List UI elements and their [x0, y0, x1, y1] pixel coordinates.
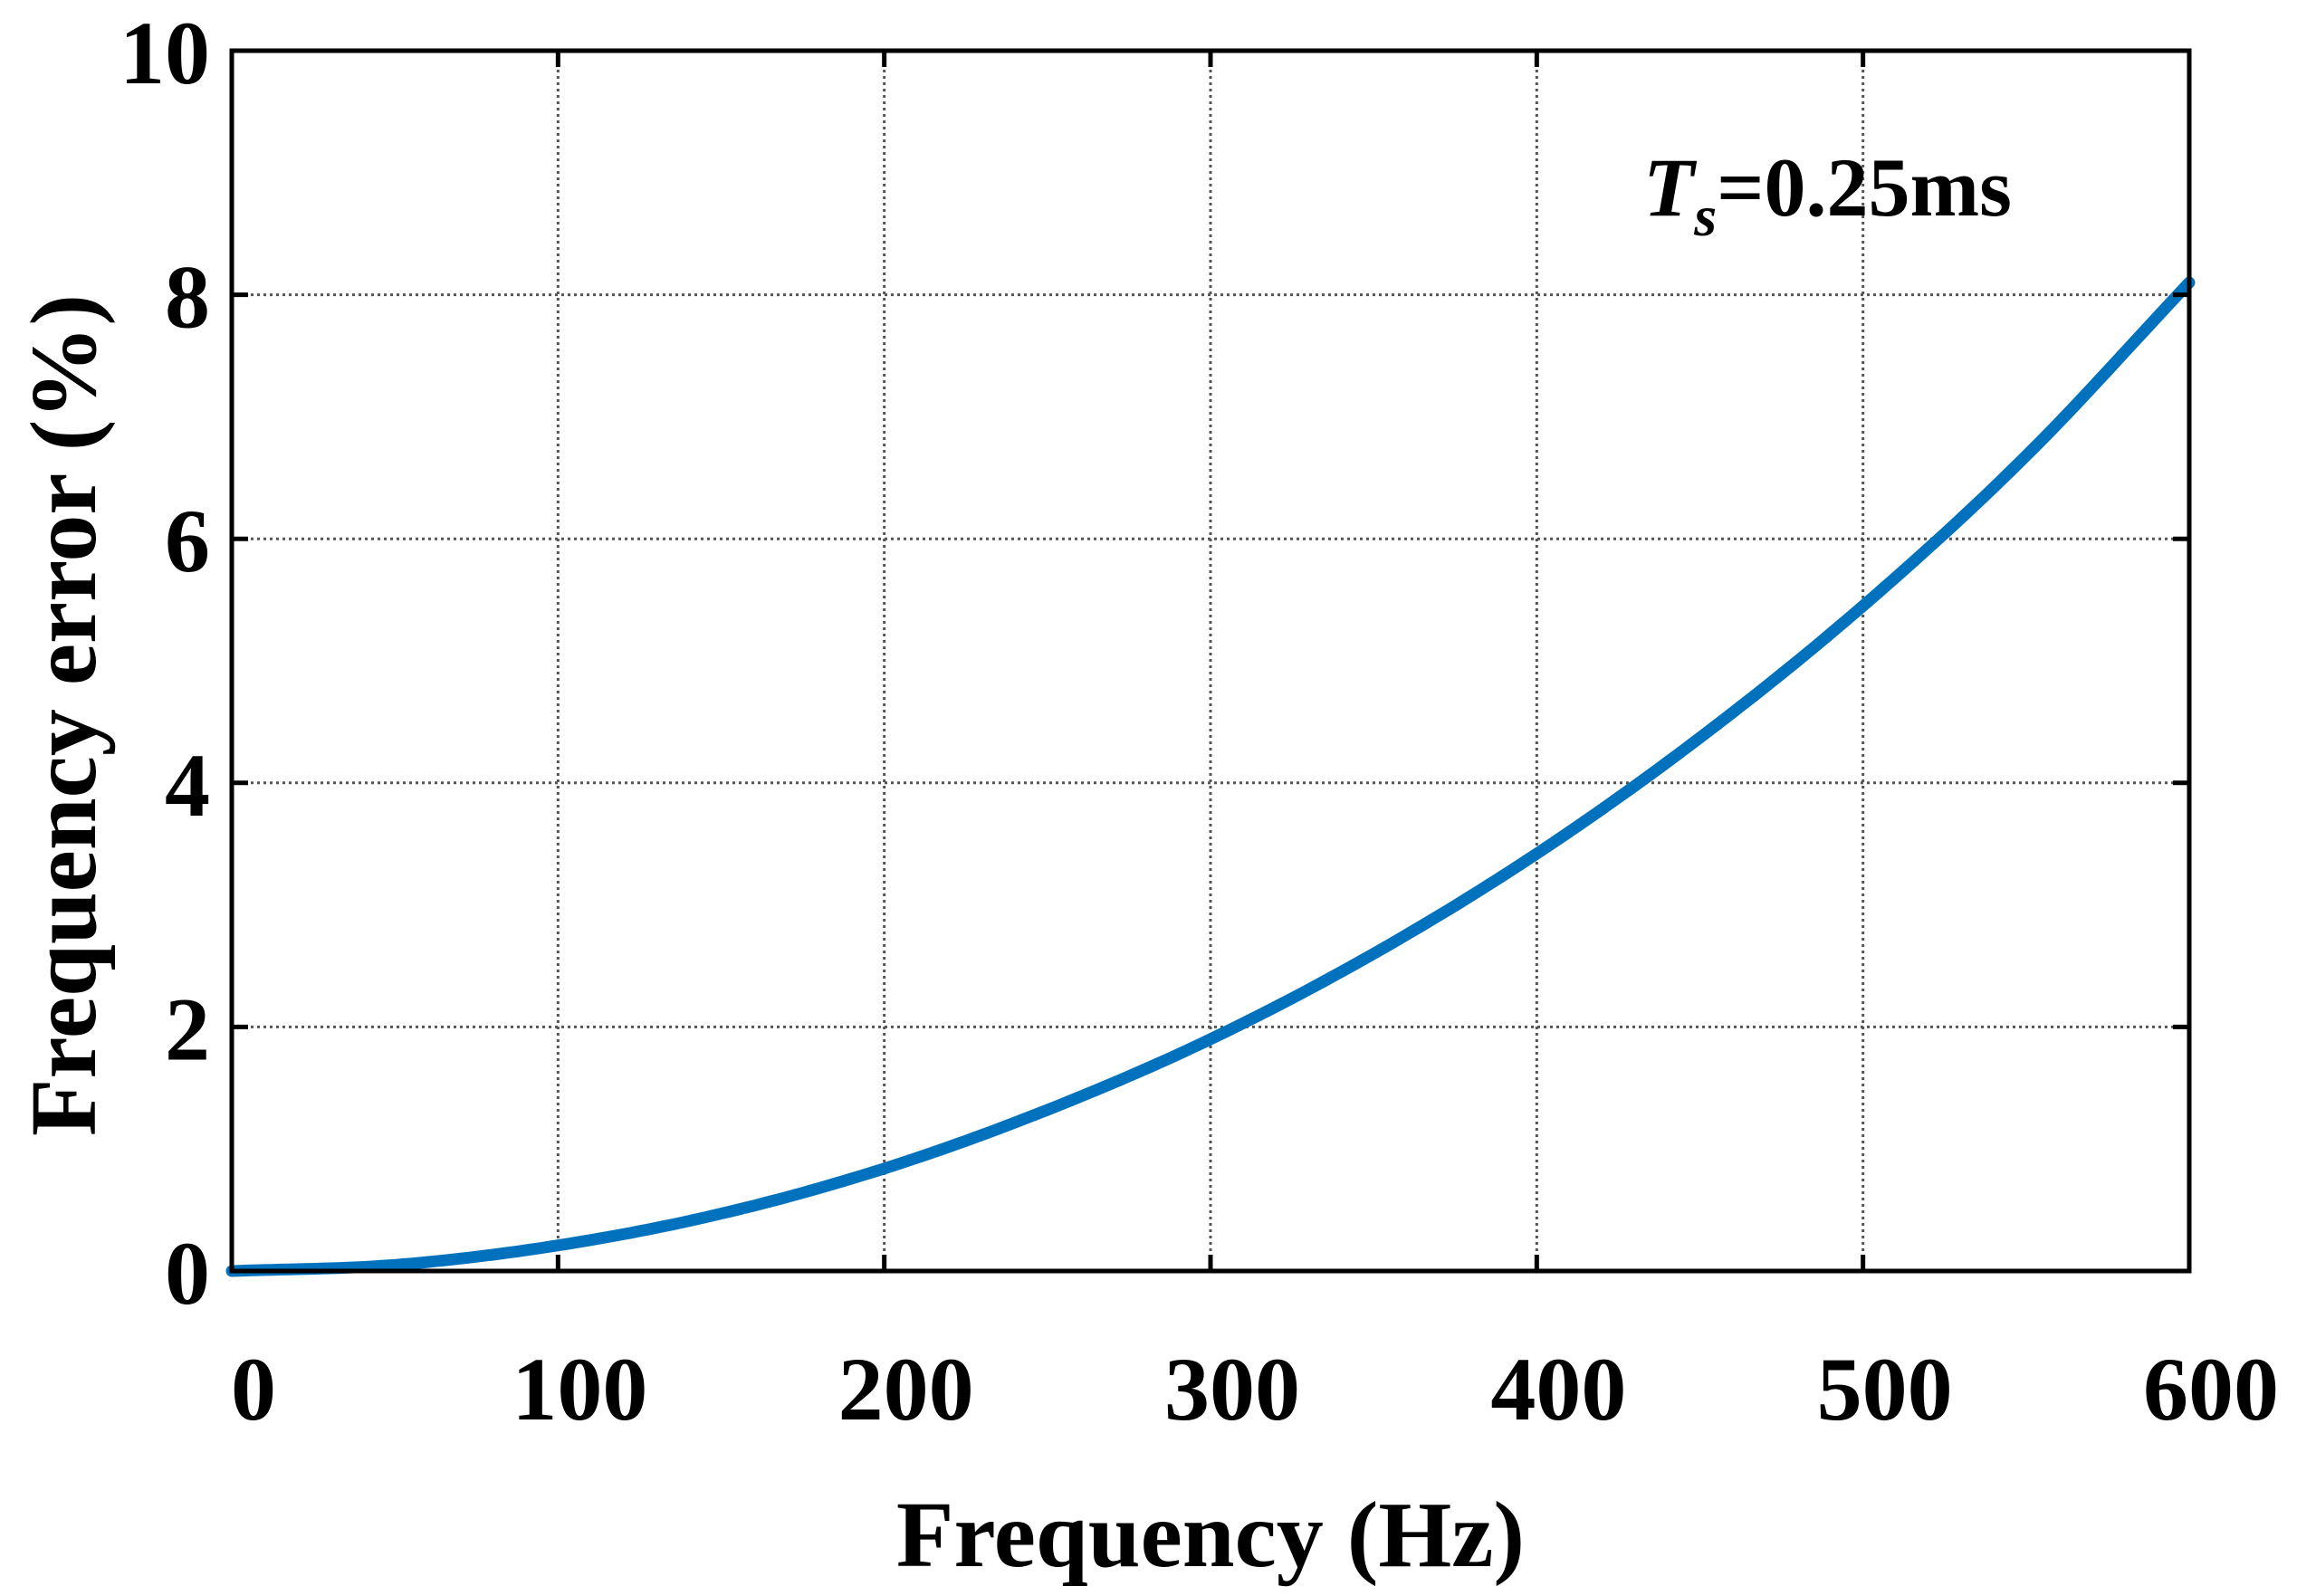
x-tick-label: 100	[512, 1339, 647, 1439]
tick-labels: 0 100 200 300 400 500 600 0 2 4 6 8 10	[120, 3, 2279, 1439]
y-tick-label: 6	[165, 491, 210, 591]
y-tick-label: 8	[165, 247, 210, 348]
x-tick-label: 0	[231, 1339, 276, 1439]
sampling-time-annotation: Ts=0.25ms	[1643, 141, 2012, 248]
annotation-subscript: s	[1693, 184, 1717, 248]
x-tick-label: 200	[838, 1339, 974, 1439]
x-axis-label: Frequency (Hz)	[896, 1483, 1525, 1587]
axis-ticks	[229, 48, 2192, 1274]
series-layer	[225, 276, 2196, 1277]
y-axis-label: Frequency error (%)	[12, 294, 116, 1136]
y-tick-label: 4	[165, 735, 210, 836]
grid-lines	[232, 51, 2189, 1271]
x-tick-label: 500	[1817, 1339, 1953, 1439]
y-tick-label: 0	[165, 1223, 210, 1324]
y-tick-label: 2	[165, 979, 210, 1079]
x-tick-label: 300	[1164, 1339, 1300, 1439]
x-tick-label: 400	[1490, 1339, 1626, 1439]
annotation-symbol: T	[1643, 141, 1698, 234]
y-tick-label: 10	[120, 3, 210, 103]
series-line	[225, 276, 2196, 1277]
x-tick-label: 600	[2143, 1339, 2279, 1439]
annotation-value: =0.25ms	[1717, 141, 2012, 234]
